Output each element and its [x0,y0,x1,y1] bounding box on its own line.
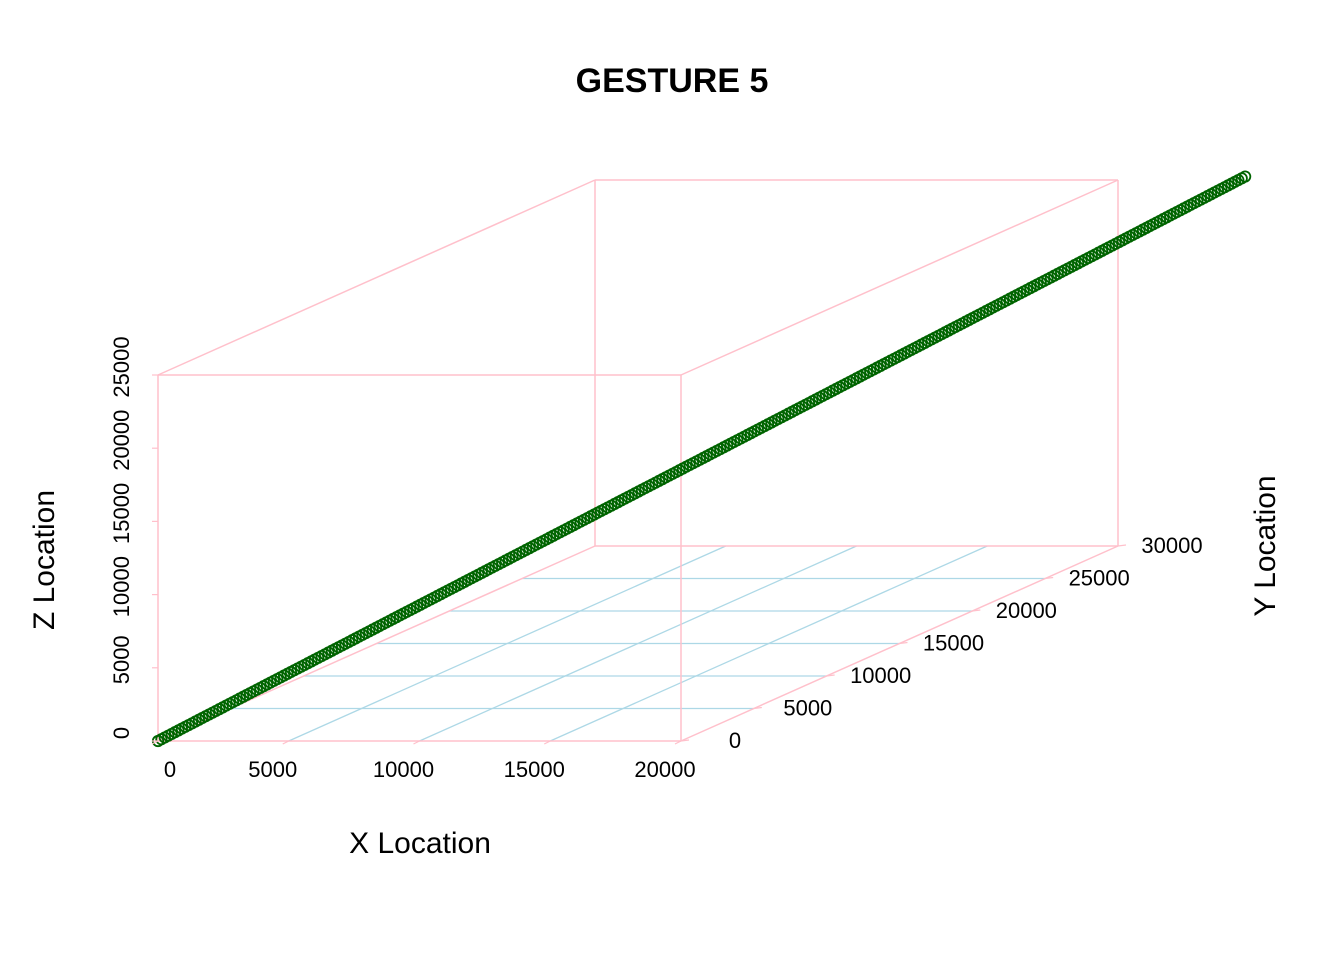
y-tick-label: 10000 [850,663,911,688]
y-tick-label: 30000 [1141,533,1202,558]
x-tick-label: 15000 [504,757,565,782]
y-axis-label: Y Location [1249,475,1282,616]
y-tick-mark-2 [826,674,835,677]
x-tick-mark-4 [674,740,682,745]
y-tick-label: 0 [729,728,741,753]
z-tick-label: 0 [109,727,134,739]
box-edge-7 [157,179,596,376]
box-edge-5 [680,179,1119,376]
x-tick-label: 20000 [634,757,695,782]
x-tick-label: 0 [164,757,176,782]
x-tick-mark-1 [282,740,290,745]
z-tick-label: 15000 [109,483,134,544]
x-tick-mark-3 [543,740,551,745]
y-tick-label: 15000 [923,631,984,656]
y-tick-mark-6 [1117,544,1127,547]
x-axis-label: X Location [349,827,491,860]
z-axis-label: Z Location [28,490,61,630]
floor-grid [230,545,1046,742]
x-tick-mark-2 [413,740,420,745]
y-tick-label: 5000 [783,696,832,721]
y-tick-mark-1 [753,706,762,710]
y-tick-mark-4 [972,609,981,612]
y-tick-mark-3 [899,641,908,645]
z-tick-label: 25000 [109,336,134,397]
z-tick-label: 10000 [109,556,134,617]
y-tick-mark-5 [1045,576,1054,580]
y-tick-label: 25000 [1069,566,1130,591]
y-tick-mark-0 [680,739,690,742]
x-tick-label: 10000 [373,757,434,782]
chart-title: GESTURE 5 [576,62,769,100]
tick-labels: 0 5000 10000 15000 20000 0 5000 10000 15000 20000… [109,336,1203,782]
plot-box [157,179,1119,742]
z-tick-label: 5000 [109,635,134,684]
x-tick-label: 5000 [248,757,297,782]
data-points [151,170,1252,748]
y-tick-label: 20000 [996,598,1057,623]
z-tick-label: 20000 [109,410,134,471]
data-point [1239,170,1252,183]
